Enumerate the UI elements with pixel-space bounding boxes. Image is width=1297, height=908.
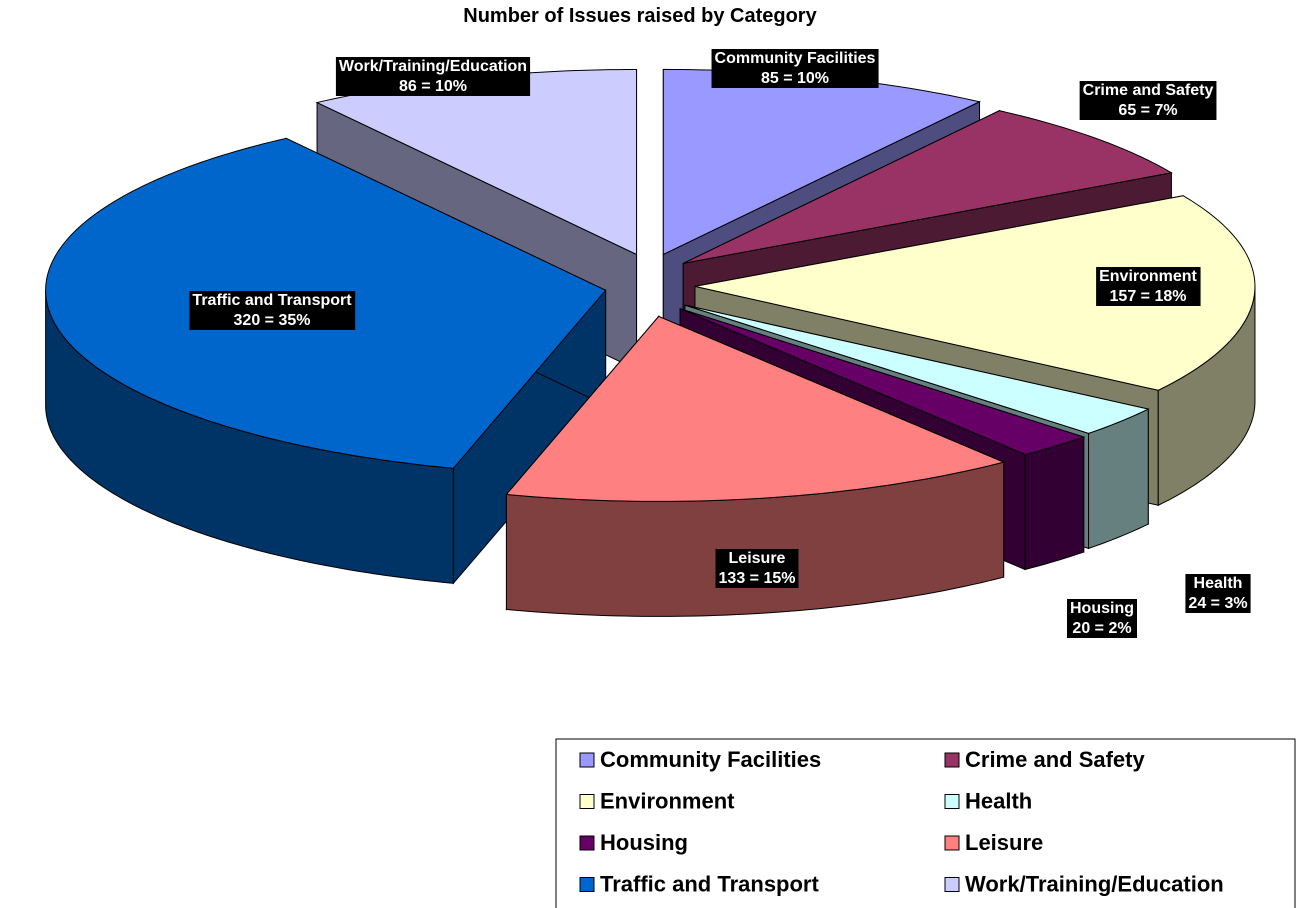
- slice-top: [679, 308, 1086, 456]
- data-label-bg: [189, 291, 356, 330]
- legend-label: Crime and Safety: [965, 747, 1145, 772]
- slice-wall: [1024, 436, 1085, 571]
- legend-swatch: [944, 877, 960, 892]
- data-label-name: Traffic and Transport: [192, 292, 352, 309]
- legend-label: Health: [965, 788, 1032, 813]
- legend-swatch: [579, 752, 595, 768]
- data-label-name: Community Facilities: [715, 50, 876, 67]
- legend-swatch: [944, 835, 960, 851]
- data-label-value: 133 = 15%: [719, 570, 796, 587]
- legend-label: Leisure: [965, 830, 1043, 855]
- data-label-bg: [1096, 267, 1201, 306]
- data-label: Health 24 = 3%: [1185, 574, 1251, 613]
- legend-swatch: [944, 794, 960, 809]
- data-label: Environment 157 = 18%: [1096, 267, 1201, 306]
- legend-swatch: [579, 835, 595, 851]
- slice-top: [505, 315, 1006, 502]
- data-label-value: 157 = 18%: [1110, 288, 1187, 305]
- data-label-name: Crime and Safety: [1083, 82, 1214, 99]
- legend-label: Work/Training/Education: [965, 871, 1224, 896]
- data-label-bg: [1067, 599, 1137, 638]
- data-label-bg: [1079, 81, 1217, 120]
- slice: [505, 315, 1006, 617]
- data-label-value: 86 = 10%: [399, 78, 467, 95]
- legend-label: Environment: [600, 788, 735, 813]
- legend-label: Traffic and Transport: [600, 871, 819, 896]
- data-label-name: Health: [1194, 575, 1243, 592]
- pie: [45, 68, 1256, 617]
- legend-box: [555, 738, 1296, 908]
- data-label: Work/Training/Education 86 = 10%: [335, 57, 531, 96]
- data-label-name: Environment: [1099, 268, 1197, 285]
- data-label-value: 65 = 7%: [1118, 102, 1177, 119]
- slice-top: [684, 304, 1150, 434]
- slice-top: [694, 195, 1256, 391]
- legend-label: Housing: [600, 830, 688, 855]
- data-label-value: 20 = 2%: [1072, 620, 1131, 637]
- data-label: Housing 20 = 2%: [1067, 599, 1137, 638]
- data-label: Crime and Safety 65 = 7%: [1079, 81, 1217, 120]
- data-label-value: 24 = 3%: [1188, 595, 1247, 612]
- slice-top: [682, 110, 1173, 264]
- data-label: Traffic and Transport 320 = 35%: [189, 291, 356, 330]
- data-label-bg: [335, 57, 531, 96]
- data-label-bg: [715, 549, 799, 588]
- legend-swatch: [944, 752, 960, 768]
- data-label-value: 320 = 35%: [234, 312, 311, 329]
- data-label: Leisure 133 = 15%: [715, 549, 799, 588]
- slice: [45, 137, 607, 585]
- data-label-bg: [711, 49, 879, 88]
- data-label-name: Housing: [1070, 600, 1134, 617]
- data-label: Community Facilities 85 = 10%: [711, 49, 879, 88]
- legend-label: Community Facilities: [600, 747, 821, 772]
- legend-swatch: [579, 877, 595, 892]
- data-label-name: Work/Training/Education: [339, 58, 527, 75]
- data-label-value: 85 = 10%: [761, 70, 829, 87]
- data-label-name: Leisure: [729, 550, 786, 567]
- data-label-bg: [1185, 574, 1251, 613]
- chart-title: Number of Issues raised by Category: [463, 5, 817, 27]
- legend-swatch: [579, 794, 595, 809]
